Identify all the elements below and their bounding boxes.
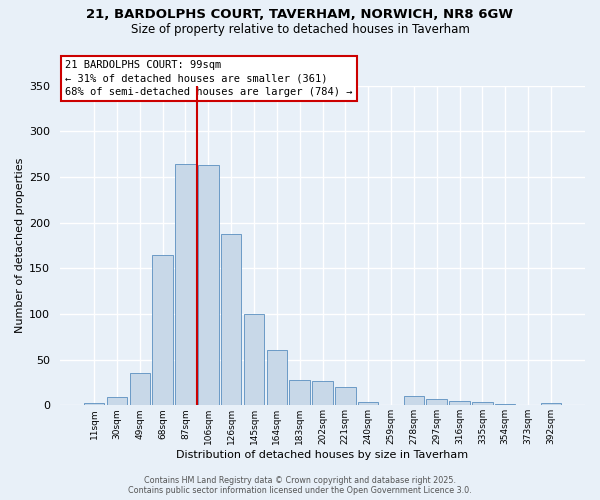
Bar — [472, 402, 493, 406]
Text: 21 BARDOLPHS COURT: 99sqm
← 31% of detached houses are smaller (361)
68% of semi: 21 BARDOLPHS COURT: 99sqm ← 31% of detac… — [65, 60, 353, 96]
Bar — [312, 380, 333, 406]
Bar — [221, 234, 241, 406]
Bar — [289, 380, 310, 406]
Bar — [404, 396, 424, 406]
Bar — [198, 165, 218, 406]
X-axis label: Distribution of detached houses by size in Taverham: Distribution of detached houses by size … — [176, 450, 469, 460]
Bar — [335, 387, 356, 406]
Bar — [244, 314, 264, 406]
Bar — [84, 404, 104, 406]
Bar — [266, 350, 287, 406]
Bar — [152, 254, 173, 406]
Bar — [175, 164, 196, 406]
Bar — [130, 374, 150, 406]
Y-axis label: Number of detached properties: Number of detached properties — [15, 158, 25, 333]
Bar — [449, 400, 470, 406]
Text: 21, BARDOLPHS COURT, TAVERHAM, NORWICH, NR8 6GW: 21, BARDOLPHS COURT, TAVERHAM, NORWICH, … — [86, 8, 514, 20]
Bar — [495, 404, 515, 406]
Text: Size of property relative to detached houses in Taverham: Size of property relative to detached ho… — [131, 22, 469, 36]
Bar — [541, 402, 561, 406]
Text: Contains HM Land Registry data © Crown copyright and database right 2025.
Contai: Contains HM Land Registry data © Crown c… — [128, 476, 472, 495]
Bar — [107, 397, 127, 406]
Bar — [427, 399, 447, 406]
Bar — [358, 402, 379, 406]
